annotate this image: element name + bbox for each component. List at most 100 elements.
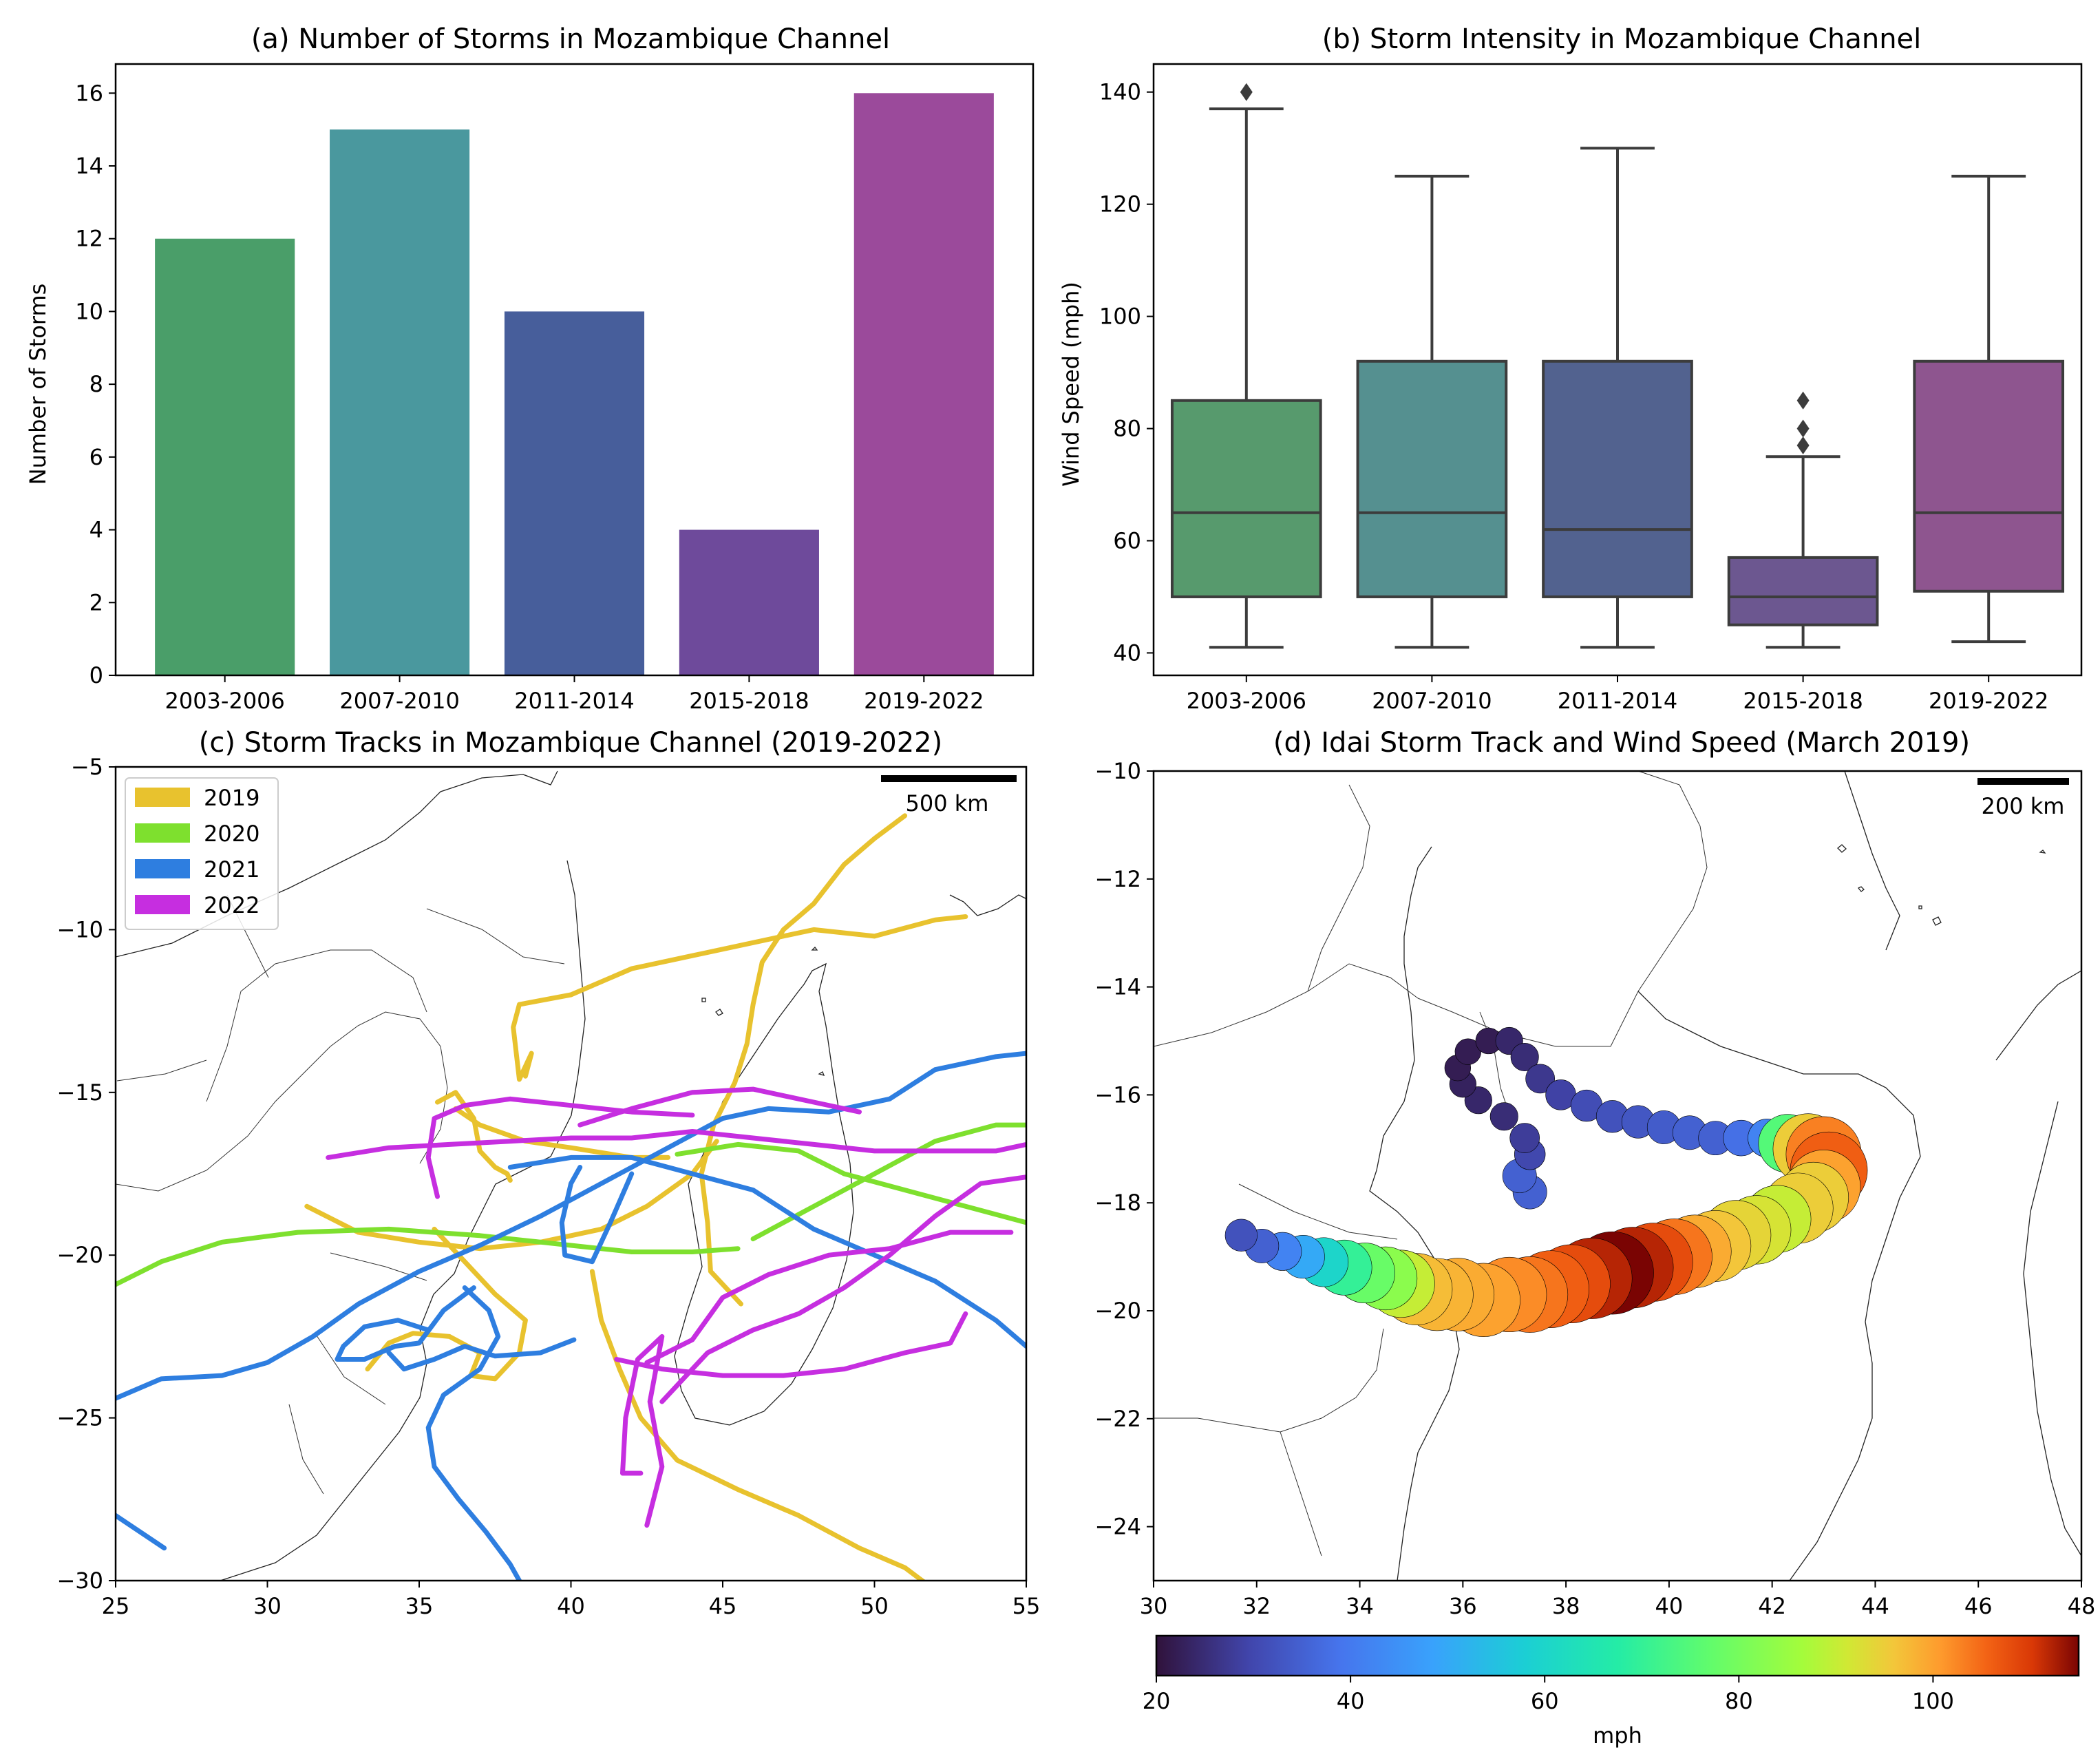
panel-b-frame: [1152, 63, 2083, 677]
xtick-label-d-7: 44: [1861, 1593, 1889, 1619]
panel-c-map: [116, 770, 1026, 1581]
track-2021-12: [559, 1165, 635, 1265]
xtick-label-d-6: 42: [1758, 1593, 1786, 1619]
flier-2: [1796, 391, 1810, 410]
ytick-label-a-2: 4: [89, 517, 103, 543]
track-2019-1: [699, 813, 908, 1307]
panel-a-ylabel: Number of Storms: [25, 284, 51, 485]
panel-b-axes: 2003-2006 2007-2010 2011-2014 2015-2018 2019…: [1099, 79, 2048, 714]
ytick-label-a-4: 8: [89, 371, 103, 397]
track-2020-9: [750, 1122, 1026, 1242]
ytick-label-d-4: −18: [1094, 1190, 1141, 1216]
legend-swatch-2022: [135, 895, 190, 914]
panel-a-bars: [155, 93, 994, 676]
track-2022-23: [644, 1230, 1014, 1365]
track-2022-21: [620, 1333, 665, 1528]
track-2021-16: [116, 1512, 167, 1551]
cbar-tick-label-3: 80: [1725, 1688, 1753, 1714]
panel-d-frame: [1152, 770, 2083, 1582]
track-2022-22: [614, 1311, 968, 1378]
scalebar-d-label: 200 km: [1982, 793, 2065, 819]
ytick-label-d-0: −10: [1094, 758, 1141, 784]
xtick-label-c-2: 35: [405, 1593, 434, 1619]
panel-a: (a) Number of Storms in Mozambique Chann…: [25, 23, 1035, 714]
ytick-label-a-3: 6: [89, 444, 103, 470]
ytick-label-c-3: −20: [56, 1242, 103, 1268]
idai-point-3: [1509, 1123, 1540, 1153]
panel-c-scalebar: 500 km: [881, 775, 1017, 816]
track-2019-4: [453, 1106, 671, 1160]
xtick-label-b-3: 2015-2018: [1743, 688, 1863, 714]
box-2019-2022: [1913, 174, 2065, 644]
country-borders-d: [1154, 771, 1708, 1557]
panel-a-title: (a) Number of Storms in Mozambique Chann…: [251, 23, 890, 55]
panel-d-points: [1224, 1026, 1868, 1337]
ytick-label-d-1: −12: [1094, 866, 1141, 892]
iqr-box: [1913, 359, 2065, 593]
idai-point-8: [1454, 1038, 1482, 1065]
legend-swatch-2019: [135, 788, 190, 807]
colorbar-label: mph: [1593, 1722, 1642, 1749]
box-2011-2014: [1542, 147, 1693, 649]
ytick-label-b-1: 60: [1113, 527, 1141, 553]
panel-d-colorbar: 20 40 60 80 100 mph: [1143, 1634, 2080, 1749]
box-2003-2006: [1170, 83, 1322, 649]
xtick-label-c-4: 45: [709, 1593, 737, 1619]
panel-c-axes: 25 30 35 40 45 50 55 −5 −10 −15 −20 −25 −30: [56, 754, 1040, 1619]
ytick-label-d-2: −14: [1094, 974, 1141, 1000]
panel-d-map: [1154, 771, 2081, 1581]
panel-c-tracks: [116, 813, 1026, 1581]
legend-items: 2019 2020 2021 2022: [135, 785, 259, 918]
panel-d-title: (d) Idai Storm Track and Wind Speed (Mar…: [1273, 727, 1970, 759]
panel-d-coastline: [1154, 771, 2081, 1581]
ytick-label-c-4: −25: [56, 1405, 103, 1431]
xtick-label-a-3: 2015-2018: [689, 688, 809, 714]
scalebar-c-label: 500 km: [906, 790, 989, 816]
box-2007-2010: [1356, 174, 1508, 649]
xtick-label-d-5: 40: [1655, 1593, 1684, 1619]
legend-box: [125, 777, 279, 930]
iqr-box: [1356, 359, 1508, 598]
ytick-label-d-5: −20: [1094, 1298, 1141, 1324]
box-2015-2018: [1727, 391, 1879, 649]
xtick-label-b-2: 2011-2014: [1558, 688, 1677, 714]
flier-0: [1240, 83, 1253, 101]
ytick-label-a-0: 0: [89, 662, 103, 688]
xtick-label-d-3: 36: [1449, 1593, 1477, 1619]
coastline-d-madagascar: [1844, 771, 2081, 1557]
ytick-label-b-2: 80: [1113, 416, 1141, 442]
flier-1: [1796, 419, 1810, 438]
ytick-label-a-8: 16: [75, 80, 103, 106]
colorbar: [1155, 1634, 2080, 1677]
ytick-label-b-0: 40: [1113, 640, 1141, 666]
legend-label-2019: 2019: [204, 785, 259, 811]
ytick-label-c-1: −10: [56, 916, 103, 942]
ytick-label-a-6: 12: [75, 226, 103, 252]
panel-b: (b) Storm Intensity in Mozambique Channe…: [1058, 23, 2083, 714]
flier-0: [1796, 436, 1810, 454]
ytick-label-b-5: 140: [1099, 79, 1141, 105]
cbar-tick-label-0: 20: [1143, 1688, 1171, 1714]
coastline-d-islands: [1837, 844, 2046, 926]
panel-d: (d) Idai Storm Track and Wind Speed (Mar…: [1094, 727, 2095, 1749]
iqr-box: [1542, 359, 1693, 598]
cbar-tick-label-4: 100: [1912, 1688, 1954, 1714]
legend-label-2021: 2021: [204, 856, 259, 883]
idai-point-11: [1510, 1043, 1539, 1072]
track-2019-0: [511, 914, 968, 1082]
xtick-label-c-6: 55: [1012, 1593, 1041, 1619]
xtick-label-d-1: 32: [1242, 1593, 1271, 1619]
xtick-label-a-1: 2007-2010: [339, 688, 459, 714]
ytick-label-d-6: −22: [1094, 1406, 1141, 1432]
bar-2007-2010: [330, 129, 470, 676]
scalebar-d: [1977, 778, 2069, 785]
ytick-label-d-3: −16: [1094, 1082, 1141, 1108]
track-2019-3: [435, 1090, 513, 1183]
bar-2019-2022: [853, 93, 994, 676]
panel-a-axes: 2003-2006 2007-2010 2011-2014 2015-2018 2019…: [75, 80, 984, 714]
track-2021-10: [116, 1051, 1026, 1401]
panel-a-frame: [114, 63, 1035, 677]
panel-b-ylabel: Wind Speed (mph): [1058, 282, 1084, 487]
ytick-label-a-1: 2: [89, 589, 103, 615]
